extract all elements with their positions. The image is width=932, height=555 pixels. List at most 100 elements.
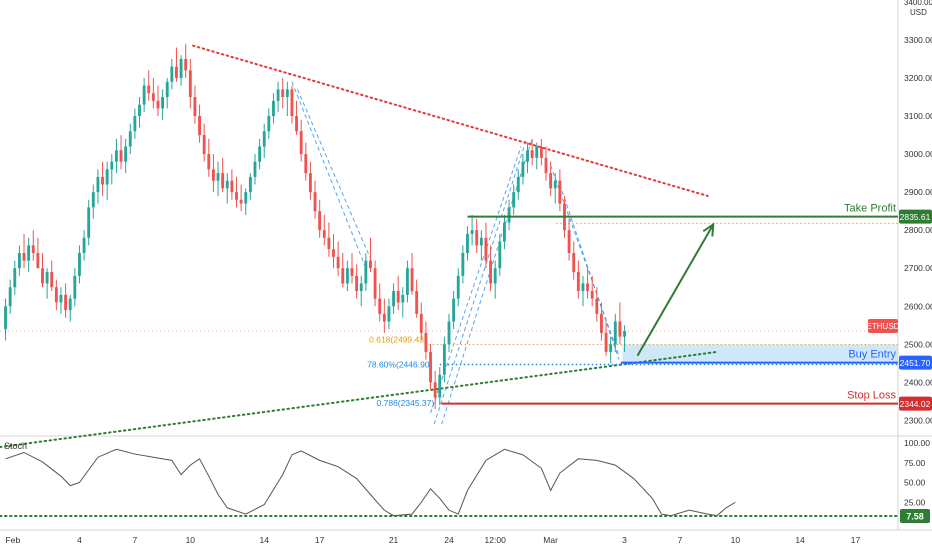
candle-body-down xyxy=(396,291,400,303)
candle-body-up xyxy=(128,131,132,147)
candle-body-up xyxy=(124,146,128,162)
candle-body-up xyxy=(170,66,174,82)
candle-body-down xyxy=(410,268,414,292)
candle-body-up xyxy=(216,173,220,181)
trendlines xyxy=(0,44,718,449)
fib-swing-line xyxy=(559,184,620,360)
candle-body-up xyxy=(498,241,502,269)
candle-body-up xyxy=(609,344,613,352)
candle-body-up xyxy=(73,275,77,299)
candle-body-down xyxy=(415,291,419,314)
buy-entry-badge xyxy=(899,355,932,370)
candle-body-up xyxy=(285,89,289,98)
candle-body-down xyxy=(151,93,155,101)
candle-body-up xyxy=(401,294,405,303)
price-tick-label: 2500.00 xyxy=(904,339,932,349)
candle-body-down xyxy=(419,313,423,333)
time-tick-label: 10 xyxy=(731,535,741,545)
candle-body-down xyxy=(369,260,372,269)
resistance-trendline xyxy=(192,44,709,197)
candle-body-down xyxy=(341,268,345,284)
price-tick-label: 2700.00 xyxy=(904,263,932,273)
candle-body-down xyxy=(101,176,104,185)
time-tick-label: 17 xyxy=(851,535,861,545)
candle-body-up xyxy=(68,298,72,311)
candle-body-down xyxy=(373,268,377,299)
candle-body-down xyxy=(31,245,35,254)
candle-body-up xyxy=(27,245,31,261)
candle-body-down xyxy=(586,283,590,292)
price-tick-label: 2600.00 xyxy=(904,301,932,311)
candle-body-down xyxy=(327,237,331,250)
price-top-label: 3400.00 xyxy=(904,0,932,7)
candle-body-down xyxy=(198,116,201,136)
candle-body-up xyxy=(8,287,12,307)
candle-body-down xyxy=(119,150,123,162)
fib-swing-line xyxy=(430,146,522,413)
time-tick-label: 21 xyxy=(389,535,399,545)
candle-body-up xyxy=(133,116,137,132)
candle-body-up xyxy=(78,253,81,276)
time-tick-label: 24 xyxy=(444,535,454,545)
candle-body-up xyxy=(507,207,511,223)
projection-arrow xyxy=(636,222,715,357)
candle-body-down xyxy=(64,294,68,311)
candle-body-down xyxy=(332,249,335,257)
candle-body-down xyxy=(433,382,437,398)
candle-body-up xyxy=(262,131,266,147)
stochastic-pane: Stoch xyxy=(0,441,899,518)
time-axis: Feb 4 7 10 14 17 21 24 12:00 Mar 3 7 10 14 17 xyxy=(6,535,861,545)
candle-body-up xyxy=(138,104,141,117)
candle-body-up xyxy=(4,306,7,330)
candle-body-up xyxy=(392,291,395,307)
fib-swing-line xyxy=(433,138,528,425)
currency-label: USD xyxy=(910,8,927,17)
price-axis: 25.00 50.00 75.00 100.00 7.58 2300.00 2400.00 2… xyxy=(867,0,932,524)
candle-body-up xyxy=(253,161,257,177)
candle-body-up xyxy=(461,253,465,276)
stop-loss-badge xyxy=(899,396,932,411)
candle-body-up xyxy=(105,169,109,185)
candle-body-down xyxy=(618,321,622,337)
candle-body-up xyxy=(442,344,446,375)
candle-body-down xyxy=(295,116,298,132)
candle-body-down xyxy=(489,260,493,284)
fib-786pct-label: 78.60%(2446.90) xyxy=(367,360,432,370)
price-tick-label: 2300.00 xyxy=(904,415,932,425)
candle-body-down xyxy=(604,332,608,352)
candle-body-up xyxy=(452,298,456,322)
stop-loss-label: Stop Loss xyxy=(847,390,896,402)
candle-body-up xyxy=(114,150,118,162)
time-tick-label: 3 xyxy=(622,535,627,545)
candle-body-down xyxy=(313,192,317,212)
time-tick-label: 7 xyxy=(133,535,138,545)
candle-body-up xyxy=(493,268,497,284)
time-tick-label: 17 xyxy=(315,535,325,545)
candle-body-up xyxy=(581,283,585,292)
candle-body-up xyxy=(248,176,252,193)
fib-swing-line xyxy=(297,89,372,261)
take-profit-label: Take Profit xyxy=(844,203,896,215)
candle-body-up xyxy=(272,100,275,117)
time-tick-label: 10 xyxy=(186,535,196,545)
candle-body-down xyxy=(22,253,26,261)
stoch-tick-label: 50.00 xyxy=(904,478,926,488)
support-trendline xyxy=(0,350,718,449)
candle-body-up xyxy=(87,207,91,238)
candle-body-up xyxy=(456,275,460,299)
stoch-title: Stoch xyxy=(4,441,27,451)
candle-body-up xyxy=(276,89,280,101)
candle-body-up xyxy=(165,81,169,98)
price-tick-label: 2800.00 xyxy=(904,225,932,235)
candle-body-down xyxy=(281,89,285,98)
candle-body-down xyxy=(299,131,303,155)
fib-swing-line xyxy=(550,165,620,356)
candle-body-down xyxy=(576,272,580,292)
candle-body-down xyxy=(147,85,151,94)
candle-body-down xyxy=(239,199,243,204)
candle-body-down xyxy=(221,173,225,189)
price-tick-label: 2900.00 xyxy=(904,187,932,197)
candle-body-down xyxy=(188,70,192,98)
price-tick-label: 3300.00 xyxy=(904,35,932,45)
candle-body-down xyxy=(235,192,238,200)
